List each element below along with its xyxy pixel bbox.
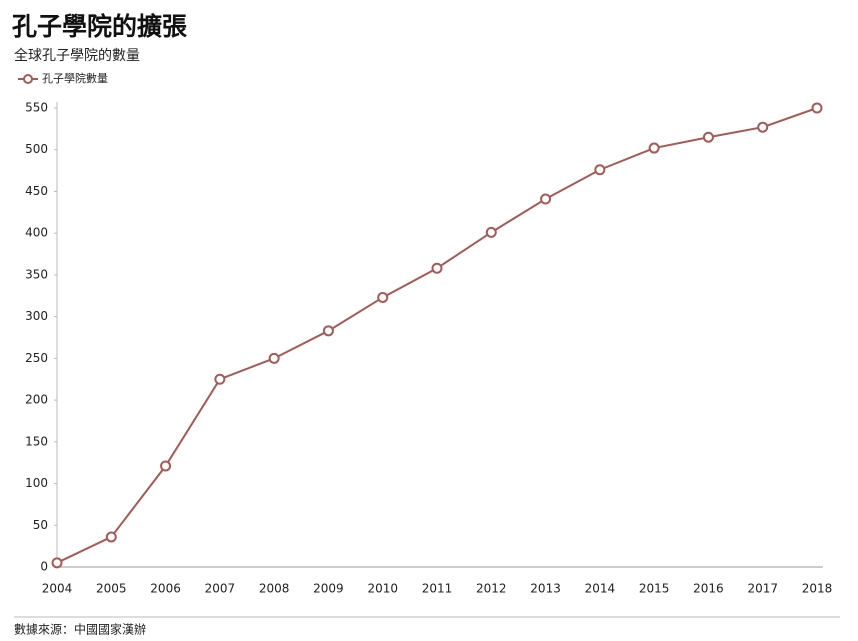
x-tick-label: 2014 — [585, 582, 616, 596]
x-tick-label: 2008 — [259, 582, 290, 596]
chart-subtitle: 全球孔子學院的數量 — [14, 47, 140, 64]
data-point — [51, 557, 63, 569]
x-tick-label: 2004 — [42, 582, 73, 596]
x-tick-label: 2006 — [150, 582, 181, 596]
data-line — [56, 107, 818, 564]
y-tick-label: 200 — [25, 393, 48, 407]
y-tick-label: 350 — [25, 267, 48, 281]
x-tick-label: 2011 — [422, 582, 453, 596]
x-tick-label: 2010 — [367, 582, 398, 596]
data-point — [594, 164, 606, 176]
y-tick-label: 250 — [25, 351, 48, 365]
x-tick-label: 2013 — [530, 582, 561, 596]
x-tick-label: 2012 — [476, 582, 507, 596]
y-tick-label: 400 — [25, 226, 48, 240]
data-point — [757, 121, 769, 133]
x-tick-label: 2009 — [313, 582, 344, 596]
data-point — [322, 325, 334, 337]
x-tick-label: 2016 — [693, 582, 724, 596]
legend-marker — [23, 74, 33, 84]
y-tick-label: 0 — [40, 560, 48, 574]
data-point — [540, 193, 552, 205]
y-tick-label: 450 — [25, 184, 48, 198]
data-point — [268, 352, 280, 364]
y-tick-label: 100 — [25, 476, 48, 490]
data-point — [648, 142, 660, 154]
y-tick-label: 50 — [33, 518, 48, 532]
y-tick-label: 300 — [25, 309, 48, 323]
x-tick-label: 2007 — [205, 582, 236, 596]
x-tick-label: 2015 — [639, 582, 670, 596]
data-point — [377, 291, 389, 303]
x-tick-label: 2017 — [747, 582, 778, 596]
data-point — [485, 226, 497, 238]
chart-title: 孔子學院的擴張 — [12, 12, 188, 41]
data-point — [105, 531, 117, 543]
y-tick-label: 500 — [25, 142, 48, 156]
data-point — [160, 460, 172, 472]
data-point — [214, 373, 226, 385]
y-tick-label: 550 — [25, 101, 48, 115]
y-tick-label: 150 — [25, 434, 48, 448]
x-tick-label: 2018 — [802, 582, 833, 596]
x-tick-label: 2005 — [96, 582, 127, 596]
data-point — [811, 102, 823, 114]
source-note: 數據來源：中國國家漢辦 — [14, 622, 146, 637]
legend-label: 孔子學院數量 — [42, 71, 108, 85]
data-point — [431, 262, 443, 274]
data-point — [702, 131, 714, 143]
